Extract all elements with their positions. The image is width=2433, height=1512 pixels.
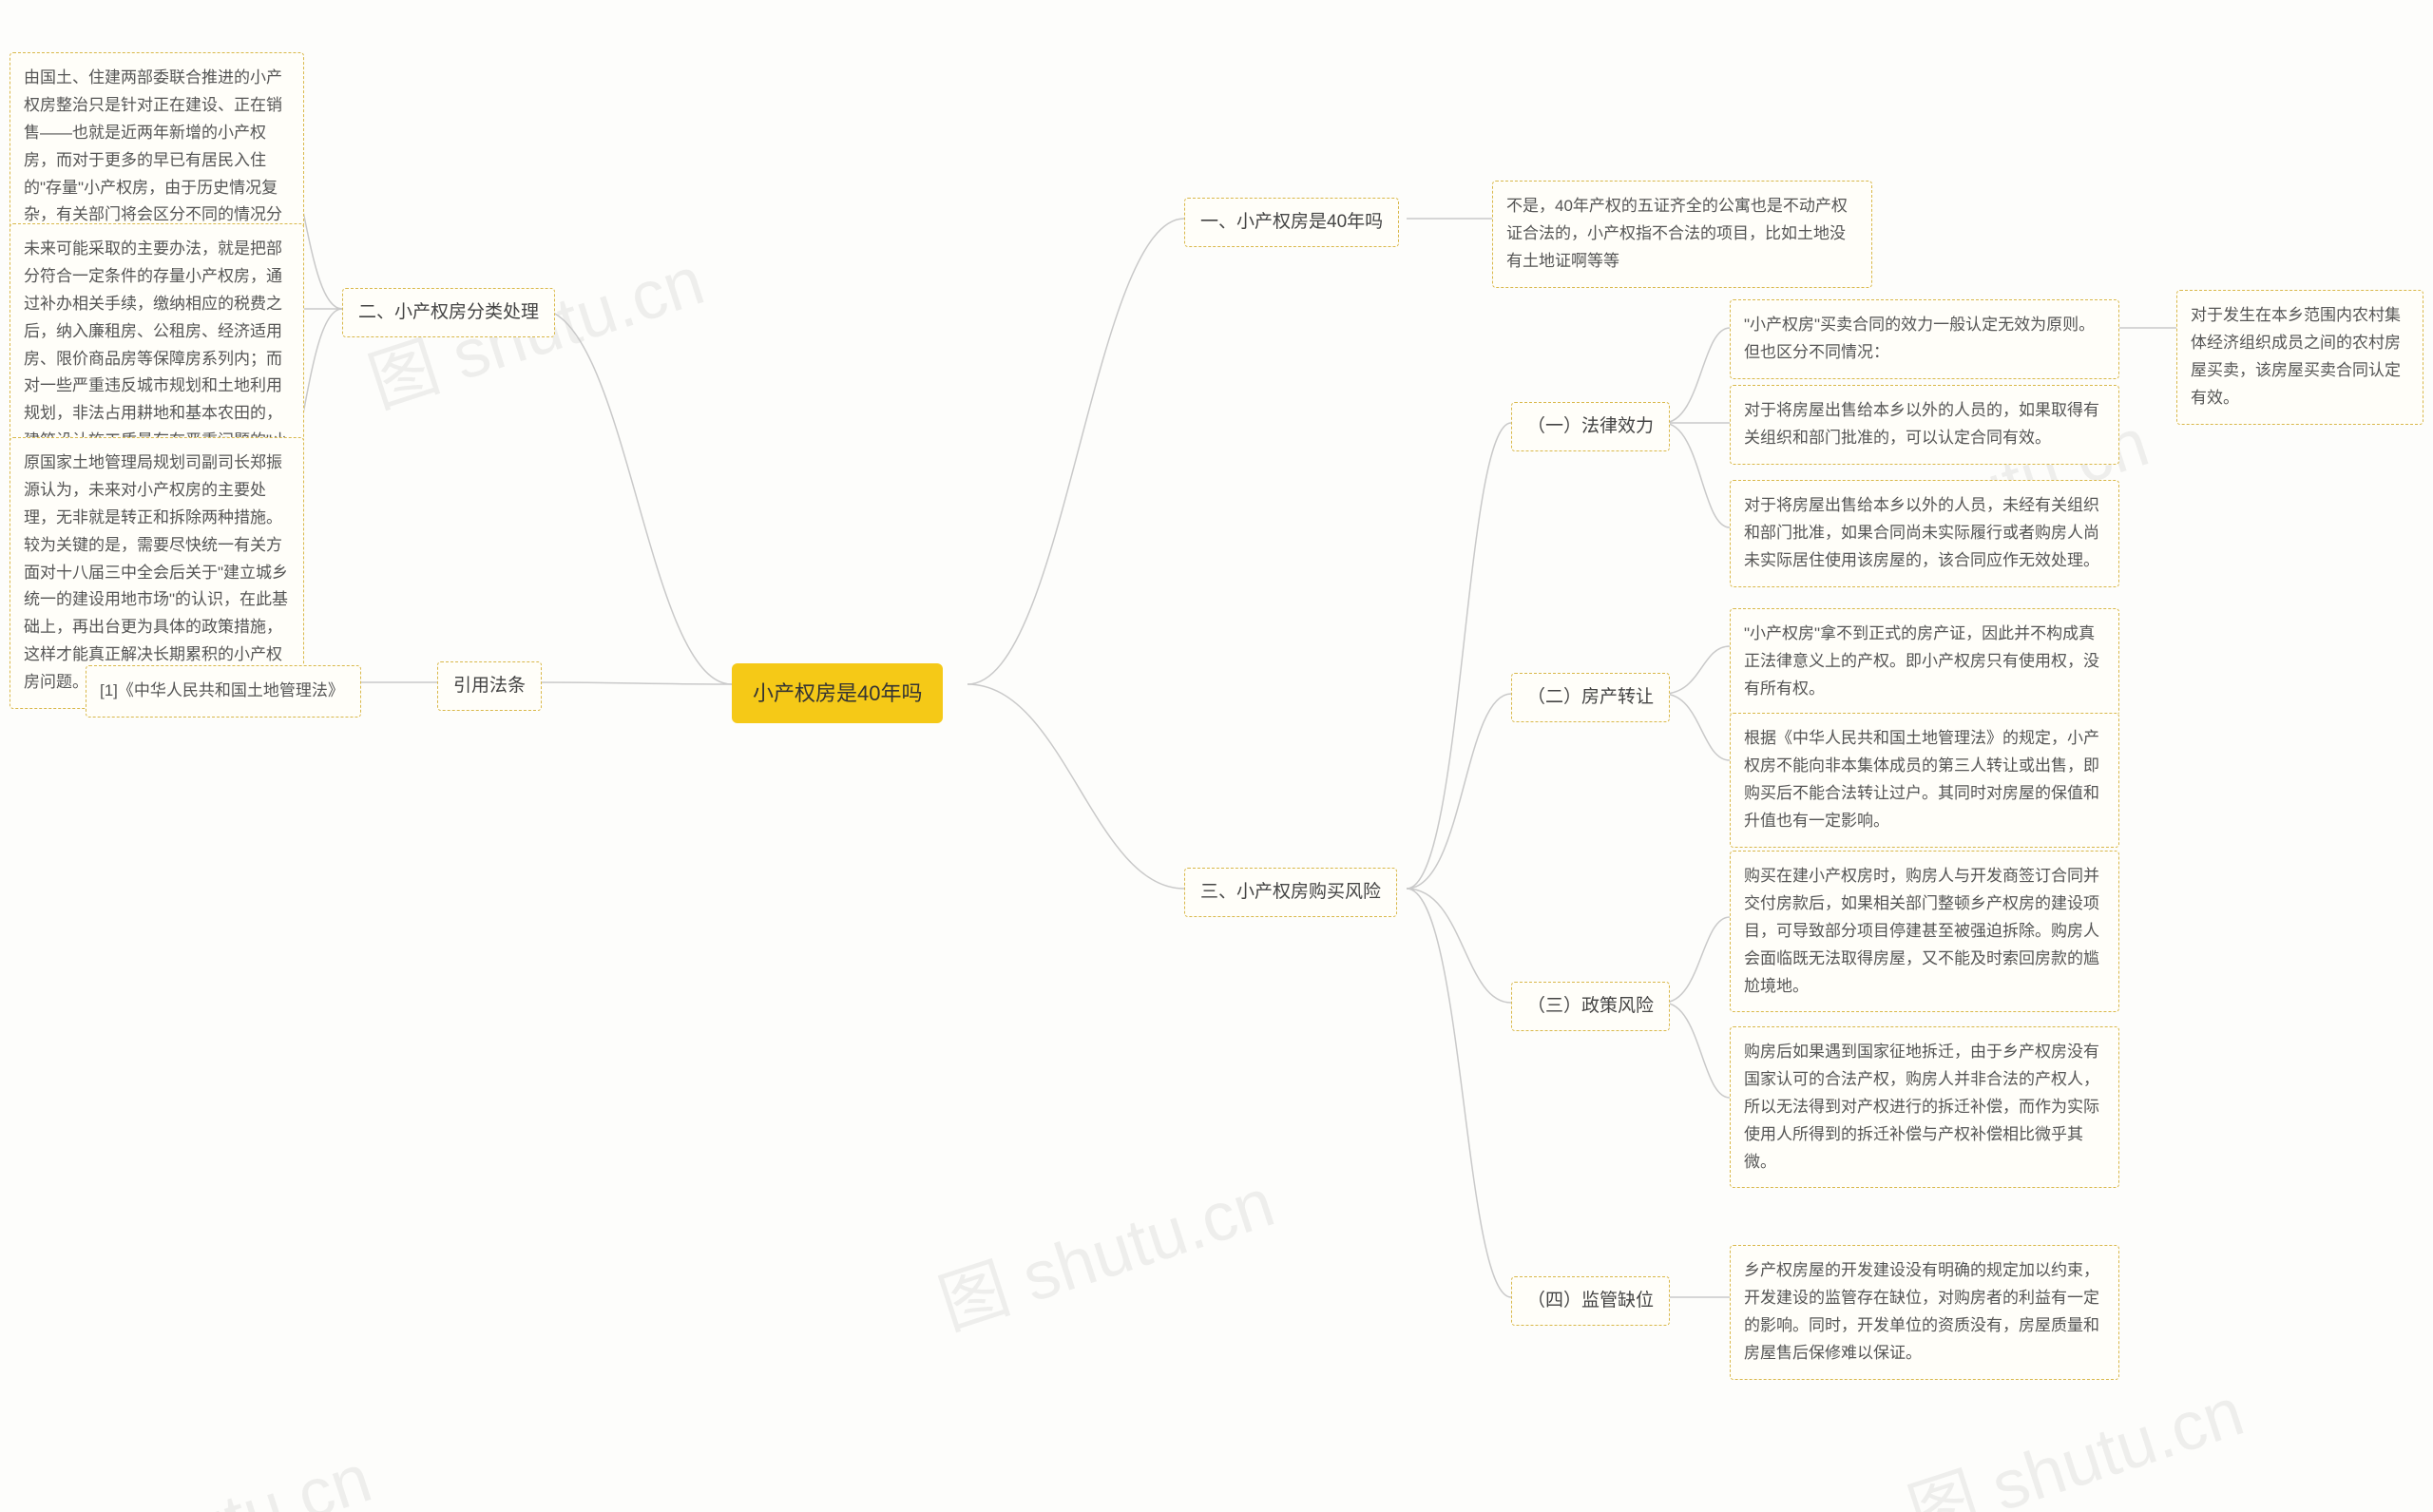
- sub-regulation-gap: （四）监管缺位: [1511, 1276, 1670, 1326]
- branch-label: 二、小产权房分类处理: [358, 302, 539, 322]
- sub-property-transfer: （二）房产转让: [1511, 673, 1670, 722]
- leaf-s1-extra: 对于发生在本乡范围内农村集体经济组织成员之间的农村房屋买卖，该房屋买卖合同认定有…: [2176, 290, 2423, 425]
- sub-label: （三）政策风险: [1527, 996, 1654, 1016]
- sub-label: （二）房产转让: [1527, 687, 1654, 707]
- watermark: 图 shutu.cn: [22, 1422, 382, 1512]
- leaf-s1-1: 对于将房屋出售给本乡以外的人员的，如果取得有关组织和部门批准的，可以认定合同有效…: [1730, 385, 2119, 465]
- root-node: 小产权房是40年吗: [732, 663, 943, 723]
- leaf-s2-0: "小产权房"拿不到正式的房产证，因此并不构成真正法律意义上的产权。即小产权房只有…: [1730, 608, 2119, 716]
- leaf-s3-1: 购房后如果遇到国家征地拆迁，由于乡产权房没有国家认可的合法产权，购房人并非合法的…: [1730, 1026, 2119, 1188]
- leaf-text: 不是，40年产权的五证齐全的公寓也是不动产权证合法的，小产权指不合法的项目，比如…: [1506, 197, 1848, 270]
- sub-legal-effect: （一）法律效力: [1511, 402, 1670, 451]
- leaf-text: "小产权房"买卖合同的效力一般认定无效为原则。但也区分不同情况：: [1744, 316, 2095, 361]
- leaf-s4-0: 乡产权房屋的开发建设没有明确的规定加以约束，开发建设的监管存在缺位，对购房者的利…: [1730, 1245, 2119, 1380]
- branch-label: 一、小产权房是40年吗: [1200, 212, 1383, 232]
- leaf-s1-0: "小产权房"买卖合同的效力一般认定无效为原则。但也区分不同情况：: [1730, 299, 2119, 379]
- branch-label: 三、小产权房购买风险: [1200, 882, 1381, 902]
- leaf-b1-0: 不是，40年产权的五证齐全的公寓也是不动产权证合法的，小产权指不合法的项目，比如…: [1492, 181, 1872, 288]
- leaf-text: 购房后如果遇到国家征地拆迁，由于乡产权房没有国家认可的合法产权，购房人并非合法的…: [1744, 1043, 2099, 1171]
- sub-label: （四）监管缺位: [1527, 1291, 1654, 1311]
- sub-label: （一）法律效力: [1527, 416, 1654, 436]
- leaf-text: 原国家土地管理局规划司副司长郑振源认为，未来对小产权房的主要处理，无非就是转正和…: [24, 453, 288, 691]
- leaf-s3-0: 购买在建小产权房时，购房人与开发商签订合同并交付房款后，如果相关部门整顿乡产权房…: [1730, 851, 2119, 1012]
- sub-policy-risk: （三）政策风险: [1511, 982, 1670, 1031]
- leaf-text: 乡产权房屋的开发建设没有明确的规定加以约束，开发建设的监管存在缺位，对购房者的利…: [1744, 1261, 2099, 1362]
- leaf-text: "小产权房"拿不到正式的房产证，因此并不构成真正法律意义上的产权。即小产权房只有…: [1744, 624, 2099, 698]
- leaf-text: 对于将房屋出售给本乡以外的人员，未经有关组织和部门批准，如果合同尚未实际履行或者…: [1744, 496, 2099, 569]
- leaf-ref-0: [1]《中华人民共和国土地管理法》: [86, 665, 361, 718]
- branch-is-40-years: 一、小产权房是40年吗: [1184, 198, 1399, 247]
- leaf-text: 根据《中华人民共和国土地管理法》的规定，小产权房不能向非本集体成员的第三人转让或…: [1744, 729, 2099, 830]
- leaf-s2-1: 根据《中华人民共和国土地管理法》的规定，小产权房不能向非本集体成员的第三人转让或…: [1730, 713, 2119, 848]
- root-label: 小产权房是40年吗: [753, 681, 922, 705]
- branch-classification: 二、小产权房分类处理: [342, 288, 555, 337]
- leaf-text: 购买在建小产权房时，购房人与开发商签订合同并交付房款后，如果相关部门整顿乡产权房…: [1744, 867, 2099, 995]
- branch-references: 引用法条: [437, 661, 542, 711]
- leaf-text: 对于将房屋出售给本乡以外的人员的，如果取得有关组织和部门批准的，可以认定合同有效…: [1744, 401, 2099, 447]
- leaf-s1-2: 对于将房屋出售给本乡以外的人员，未经有关组织和部门批准，如果合同尚未实际履行或者…: [1730, 480, 2119, 587]
- branch-label: 引用法条: [453, 676, 526, 696]
- watermark: 图 shutu.cn: [925, 1146, 1285, 1348]
- leaf-text: [1]《中华人民共和国土地管理法》: [100, 681, 344, 699]
- branch-purchase-risk: 三、小产权房购买风险: [1184, 868, 1397, 917]
- leaf-text: 对于发生在本乡范围内农村集体经济组织成员之间的农村房屋买卖，该房屋买卖合同认定有…: [2191, 306, 2401, 407]
